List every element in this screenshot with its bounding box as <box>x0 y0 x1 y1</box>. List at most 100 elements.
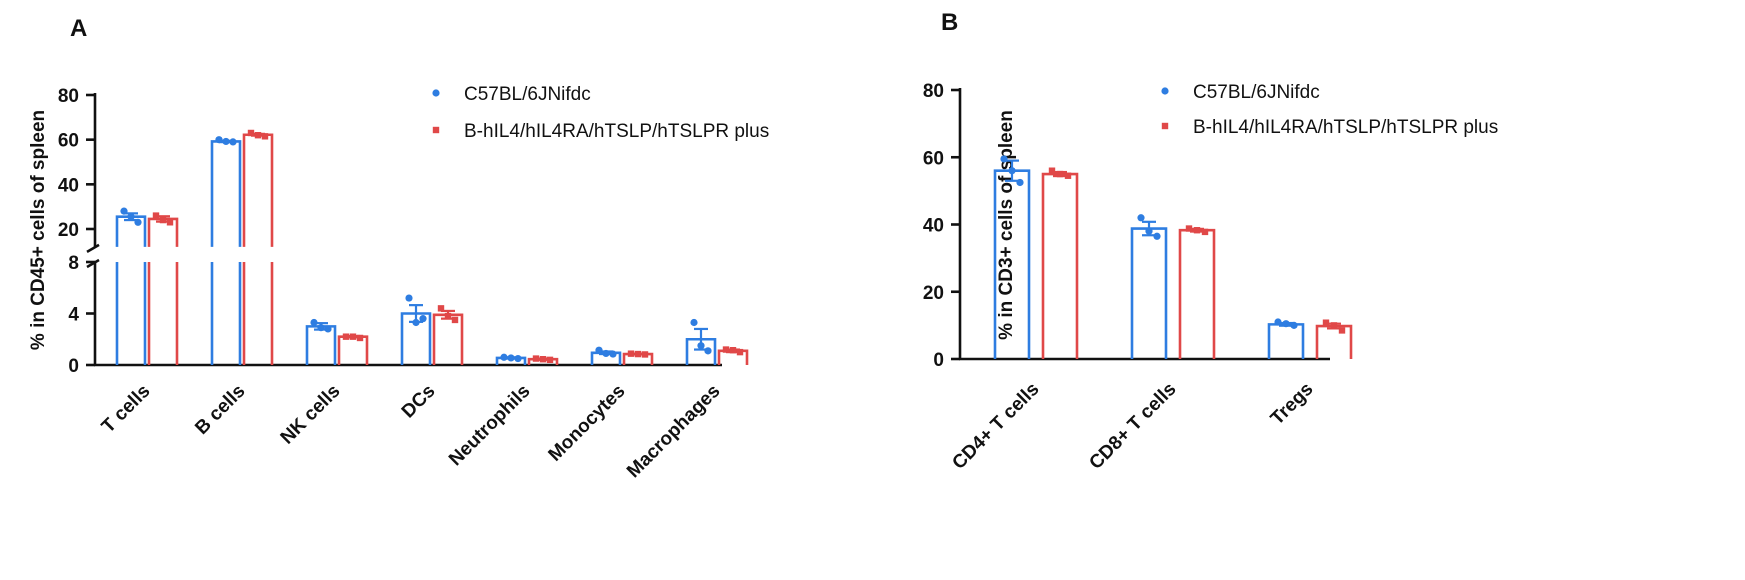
data-point <box>602 349 610 358</box>
data-point <box>1185 225 1193 232</box>
bar-t-cells-c57bl <box>115 215 147 365</box>
category-label-neutrophils: Neutrophils <box>445 381 534 470</box>
y-tick-label: 80 <box>923 81 944 102</box>
data-point <box>507 354 515 362</box>
category-label-monocytes: Monocytes <box>545 381 630 466</box>
data-point <box>261 133 269 140</box>
legend-label: C57BL/6JNifdc <box>1193 82 1320 103</box>
data-point <box>729 346 737 354</box>
y-tick-label: 0 <box>933 350 944 371</box>
data-point <box>697 342 705 350</box>
data-point <box>609 350 617 358</box>
panel-a-letter: A <box>70 15 87 42</box>
axis-break-mark <box>86 258 100 269</box>
legend-marker-circle <box>432 89 440 97</box>
data-point <box>437 305 445 312</box>
y-tick-label: 20 <box>923 283 944 304</box>
data-point <box>451 316 459 324</box>
data-point <box>1016 178 1024 187</box>
legend-marker-square <box>432 126 440 134</box>
bar-b-cells-c57bl <box>210 140 242 365</box>
legend-entry-c57bl-6jnifdc: C57BL/6JNifdc <box>432 84 591 105</box>
data-point <box>1064 172 1072 179</box>
data-point <box>159 216 167 224</box>
y-tick-label: 40 <box>58 175 79 196</box>
data-point <box>722 346 730 353</box>
y-tick-label: 60 <box>58 131 79 152</box>
data-point <box>1282 320 1290 328</box>
legend-label: B-hIL4/hIL4RA/hTSLP/hTSLPR plus <box>464 121 769 142</box>
data-point <box>690 318 698 327</box>
data-point <box>634 350 642 358</box>
data-point <box>539 356 547 363</box>
legend-marker-square <box>1161 122 1169 130</box>
bar-t-cells-bhil4 <box>147 217 179 365</box>
data-point <box>356 334 364 342</box>
data-point <box>412 318 420 327</box>
data-point <box>1322 319 1330 326</box>
panel-b-y-axis-title: % in CD3+ cells of spleen <box>996 110 1017 340</box>
data-point <box>342 333 350 340</box>
data-point <box>349 333 357 340</box>
data-point <box>152 212 160 219</box>
data-point <box>127 213 135 221</box>
data-point <box>324 325 332 333</box>
panel-a-y-axis-title: % in CD45+ cells of spleen <box>28 110 49 350</box>
data-point <box>1145 227 1153 235</box>
data-point <box>500 353 508 361</box>
data-point <box>1137 214 1145 222</box>
data-point <box>134 218 142 226</box>
data-point <box>1274 318 1282 326</box>
axis-break-mark <box>86 243 100 253</box>
data-point <box>1193 227 1201 234</box>
data-point <box>419 315 427 323</box>
data-point <box>1048 167 1056 174</box>
bar-nk-cells-c57bl <box>305 325 337 365</box>
bar-cd8-t-cells-bhil4 <box>1178 228 1216 359</box>
legend-entry-c57bl-6jnifdc: C57BL/6JNifdc <box>1161 82 1320 103</box>
y-tick-label: 4 <box>68 305 79 326</box>
data-point <box>405 294 413 302</box>
data-point <box>704 347 712 355</box>
panel-b-letter: B <box>941 9 958 36</box>
y-tick-label: 60 <box>923 148 944 169</box>
data-point <box>254 132 262 139</box>
data-point <box>627 350 635 357</box>
data-point <box>736 348 744 356</box>
legend-marker-circle <box>1161 87 1169 95</box>
category-label-cd8-t-cells: CD8+ T cells <box>1085 379 1180 474</box>
data-point <box>1000 155 1008 163</box>
data-point <box>1008 167 1016 175</box>
bar-cd4-t-cells-bhil4 <box>1041 172 1079 359</box>
category-label-t-cells: T cells <box>98 381 155 438</box>
data-point <box>546 356 554 364</box>
data-point <box>310 318 318 327</box>
data-point <box>1338 327 1346 334</box>
category-label-tregs: Tregs <box>1267 379 1318 430</box>
bar-tregs-bhil4 <box>1315 324 1353 359</box>
category-label-b-cells: B cells <box>191 381 249 439</box>
data-point <box>1201 228 1209 236</box>
data-point <box>514 354 522 363</box>
y-tick-label: 40 <box>923 216 944 237</box>
y-tick-label: 8 <box>68 253 79 274</box>
legend-label: C57BL/6JNifdc <box>464 84 591 105</box>
y-tick-label: 80 <box>58 86 79 107</box>
category-label-dcs: DCs <box>398 381 440 423</box>
data-point <box>444 312 452 320</box>
data-point <box>1056 170 1064 178</box>
data-point <box>166 219 174 226</box>
data-point <box>1290 321 1298 329</box>
data-point <box>222 137 230 146</box>
data-point <box>1330 322 1338 329</box>
data-point <box>215 136 223 144</box>
legend-entry-b-hil4-hil4ra-htslp-htslpr-plus: B-hIL4/hIL4RA/hTSLP/hTSLPR plus <box>1161 117 1498 138</box>
data-point <box>247 129 255 137</box>
data-point <box>229 138 237 146</box>
data-point <box>120 207 128 215</box>
category-label-macrophages: Macrophages <box>623 381 724 482</box>
panel-a-chart: 20 40 60 80 0 4 8 T cells B cells NK cells DCs Neut… <box>58 84 769 482</box>
category-label-nk-cells: NK cells <box>277 381 345 449</box>
data-point <box>317 324 325 332</box>
